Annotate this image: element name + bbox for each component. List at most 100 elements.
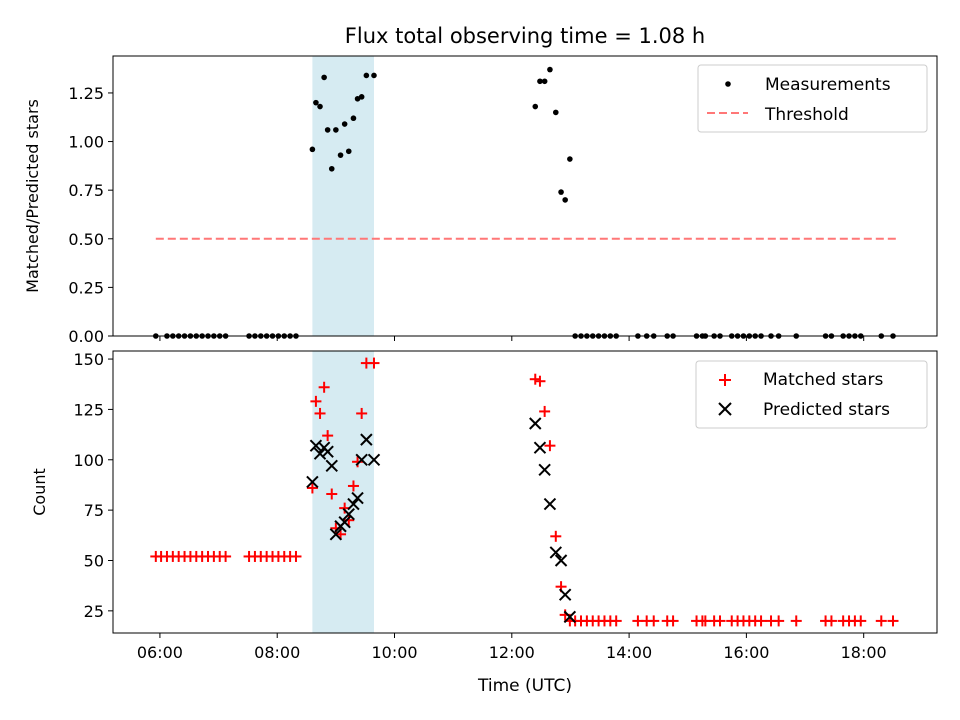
- predicted-star-point: [355, 453, 368, 466]
- y-tick-label: 125: [73, 400, 104, 419]
- top-x-ticks: [159, 336, 865, 341]
- predicted-star-point: [549, 546, 562, 559]
- x-tick-label: 06:00: [137, 643, 183, 662]
- matched-star-point: [318, 381, 330, 393]
- top-y-axis-label: Matched/Predicted stars: [23, 99, 42, 293]
- legend-matched-marker: [719, 374, 731, 386]
- top-axes-frame: [112, 55, 938, 337]
- matched-star-point: [610, 615, 622, 627]
- x-tick-label: 12:00: [489, 643, 535, 662]
- measurement-point: [324, 127, 331, 133]
- matched-star-point: [306, 482, 318, 494]
- legend-matched-label: Matched stars: [763, 370, 883, 390]
- bottom-y-axis-label: Count: [30, 468, 49, 516]
- measurement-point: [537, 78, 543, 85]
- matched-star-point: [310, 395, 322, 407]
- y-tick-label: 0.00: [68, 327, 104, 346]
- predicted-star-point: [342, 507, 355, 521]
- matched-star-point: [220, 550, 232, 562]
- x-axis-label: Time (UTC): [477, 676, 572, 696]
- y-tick-label: 0.25: [68, 278, 104, 297]
- measurement-point: [371, 72, 377, 79]
- top-highlight-span: [312, 56, 374, 336]
- measurement-point: [567, 156, 573, 162]
- predicted-star-point: [360, 433, 373, 446]
- matched-star-point: [314, 407, 326, 419]
- bottom-y-ticks: 25 50 75 100 125 150: [73, 350, 113, 621]
- matched-star-point: [667, 615, 679, 627]
- predicted-star-point: [351, 491, 364, 505]
- predicted-star-point: [533, 441, 547, 454]
- x-tick-label: 14:00: [606, 643, 652, 662]
- measurement-point: [350, 115, 357, 122]
- matched-star-point: [529, 373, 541, 385]
- predicted-star-point: [329, 528, 343, 541]
- matched-star-point: [534, 375, 546, 387]
- predicted-star-point: [538, 463, 551, 477]
- matched-star-point: [550, 530, 562, 542]
- y-tick-label: 25: [84, 602, 104, 621]
- predicted-star-point: [563, 610, 577, 624]
- matched-star-point: [326, 488, 338, 500]
- bottom-highlight-span: [312, 351, 374, 633]
- measurement-point: [532, 103, 539, 110]
- legend-measurements-label: Measurements: [765, 75, 891, 95]
- predicted-star-point: [313, 447, 327, 460]
- matched-star-point: [887, 615, 899, 627]
- measurement-point: [358, 94, 365, 100]
- matched-star-point: [322, 430, 334, 442]
- measurement-point: [317, 103, 323, 110]
- matched-star-point: [368, 357, 380, 369]
- matched-star-point: [356, 407, 368, 419]
- legend-measurement-marker: [725, 81, 731, 87]
- top-y-ticks: 0.00 0.25 0.50 0.75 1.00 1.25: [68, 84, 113, 346]
- matched-star-point: [755, 615, 767, 627]
- bottom-legend: Matched stars Predicted stars: [695, 360, 928, 429]
- predicted-stars-points: [306, 417, 577, 624]
- matched-star-point: [347, 480, 359, 492]
- top-legend-box: [697, 64, 928, 133]
- y-tick-label: 150: [73, 350, 104, 369]
- y-tick-label: 0.75: [68, 181, 104, 200]
- matched-star-point: [544, 440, 556, 452]
- matched-stars-points: [150, 357, 899, 627]
- matched-star-point: [855, 615, 867, 627]
- predicted-star-point: [554, 554, 568, 567]
- matched-star-point: [714, 615, 726, 627]
- predicted-star-point: [325, 459, 338, 473]
- matched-star-point: [790, 615, 802, 627]
- measurement-point: [328, 165, 335, 172]
- predicted-star-point: [347, 497, 360, 511]
- y-tick-label: 50: [84, 551, 104, 570]
- matched-star-point: [648, 615, 660, 627]
- top-legend: Measurements Threshold: [697, 64, 928, 133]
- bottom-x-ticks: 06:00 08:00 10:00 12:00 14:00 16:00 18:00: [137, 633, 887, 662]
- measurement-point: [337, 152, 344, 158]
- matched-star-point: [343, 514, 355, 526]
- legend-threshold-label: Threshold: [764, 105, 849, 125]
- bottom-axes-frame: [112, 350, 938, 634]
- y-tick-label: 75: [84, 501, 104, 520]
- matched-star-point: [773, 615, 785, 627]
- bottom-legend-box: [695, 360, 928, 429]
- measurement-point: [552, 109, 559, 116]
- x-tick-label: 18:00: [841, 643, 887, 662]
- x-tick-label: 16:00: [723, 643, 769, 662]
- measurement-point: [313, 99, 319, 106]
- measurement-point: [558, 189, 564, 195]
- y-tick-label: 0.50: [68, 230, 104, 249]
- predicted-star-point: [543, 497, 557, 511]
- measurement-point: [321, 74, 327, 81]
- predicted-star-point: [367, 453, 381, 466]
- measurement-point: [363, 72, 370, 79]
- matched-star-point: [352, 456, 364, 468]
- measurement-point: [341, 121, 348, 127]
- top-plot: 0.00 0.25 0.50 0.75 1.00 1.25 Flux total obse…: [23, 24, 938, 346]
- predicted-star-point: [558, 588, 572, 601]
- legend-predicted-label: Predicted stars: [763, 400, 890, 420]
- matched-star-point: [875, 615, 887, 627]
- matched-star-point: [539, 405, 551, 417]
- legend-predicted-marker: [718, 402, 732, 416]
- x-tick-label: 10:00: [371, 643, 417, 662]
